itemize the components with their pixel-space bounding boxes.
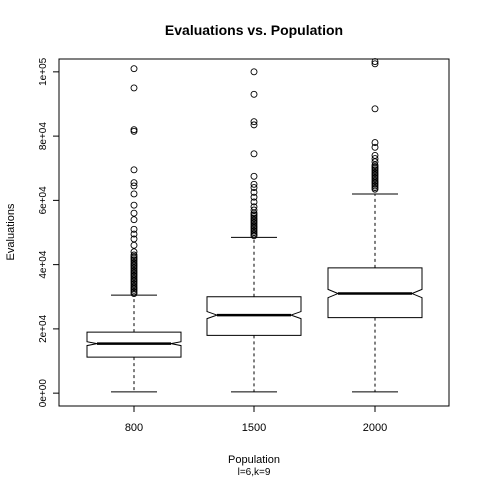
- outlier-point: [130, 225, 138, 233]
- outlier-point: [250, 232, 258, 240]
- outlier-point: [130, 84, 138, 92]
- x-tick-label: 800: [125, 422, 143, 434]
- outlier-point: [250, 68, 258, 76]
- outlier-point: [130, 201, 138, 209]
- outlier-point: [371, 58, 379, 66]
- chart-subtitle: l=6,k=9: [238, 467, 271, 478]
- outlier-point: [250, 193, 258, 201]
- y-tick-label: 6e+04: [38, 186, 49, 215]
- y-tick-label: 1e+05: [38, 57, 49, 86]
- outlier-point: [130, 209, 138, 217]
- outlier-point: [250, 188, 258, 196]
- x-axis-label: Population: [228, 454, 280, 466]
- box-800: [86, 65, 182, 393]
- y-tick-label: 2e+04: [38, 314, 49, 343]
- y-axis-label: Evaluations: [5, 203, 17, 260]
- outlier-point: [130, 179, 138, 187]
- outlier-point: [371, 105, 379, 113]
- outlier-point: [130, 216, 138, 224]
- outlier-point: [130, 65, 138, 73]
- outlier-point: [130, 166, 138, 174]
- outlier-point: [250, 184, 258, 191]
- outlier-point: [130, 241, 138, 249]
- outlier-point: [250, 90, 258, 98]
- outlier-point: [371, 139, 379, 146]
- y-axis: 0e+00 2e+04 4e+04 6e+04 8e+04 1e+05: [38, 57, 60, 408]
- boxes-group: [86, 58, 423, 393]
- outlier-point: [130, 190, 138, 198]
- outlier-point: [130, 230, 138, 238]
- outlier-point: [371, 185, 379, 193]
- outlier-point: [130, 290, 138, 297]
- outlier-point: [250, 172, 258, 180]
- y-tick-label: 4e+04: [38, 250, 49, 279]
- outlier-point: [250, 150, 258, 158]
- outlier-point: [250, 121, 258, 129]
- chart-title: Evaluations vs. Population: [165, 22, 343, 38]
- x-axis: 800 1500 2000: [125, 405, 387, 434]
- x-tick-label: 2000: [363, 422, 387, 434]
- y-tick-label: 0e+00: [38, 379, 49, 408]
- outlier-point: [371, 60, 379, 68]
- box-2000: [327, 58, 423, 393]
- outlier-point: [371, 143, 379, 151]
- outlier-point: [130, 127, 138, 135]
- box-1500: [206, 68, 302, 393]
- y-tick-label: 8e+04: [38, 122, 49, 151]
- outlier-point: [130, 182, 138, 190]
- outlier-point: [250, 180, 258, 188]
- outlier-point: [250, 118, 258, 126]
- x-tick-label: 1500: [242, 422, 266, 434]
- outlier-point: [250, 198, 258, 206]
